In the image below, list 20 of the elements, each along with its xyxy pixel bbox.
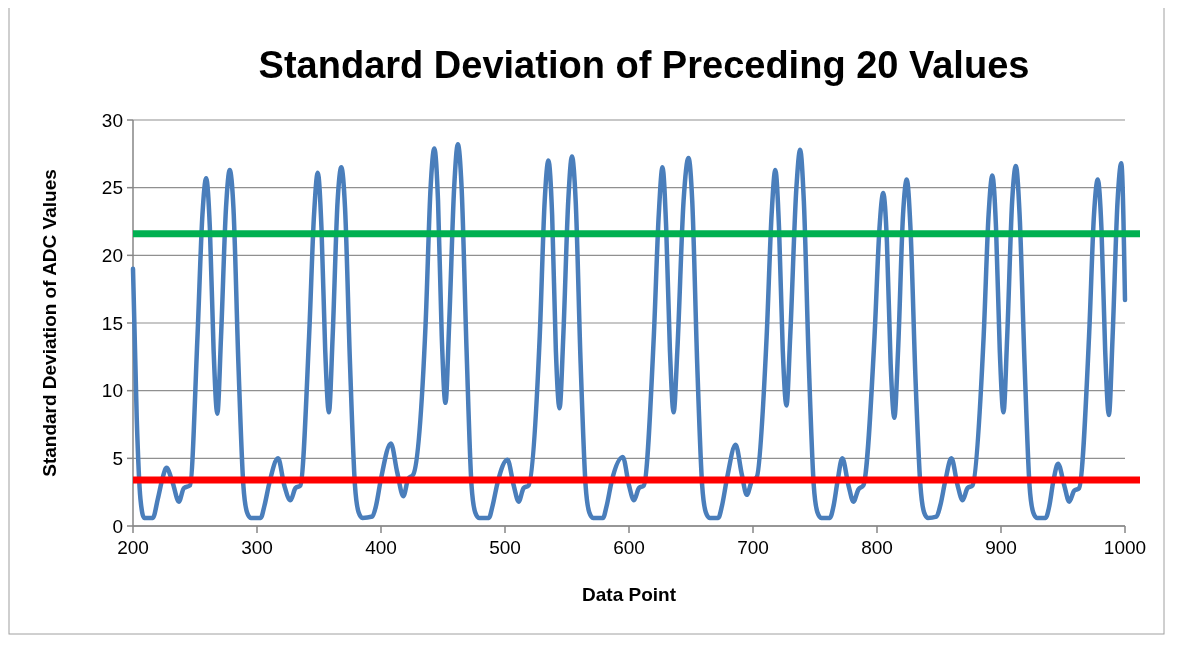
y-tick-label: 5 bbox=[112, 447, 123, 469]
x-tick-label: 1000 bbox=[1103, 537, 1147, 558]
x-tick-label: 500 bbox=[489, 537, 521, 558]
y-tick-label: 20 bbox=[101, 244, 123, 266]
x-tick-label: 200 bbox=[117, 537, 149, 558]
x-tick-label: 300 bbox=[241, 537, 273, 558]
x-tick-label: 900 bbox=[985, 537, 1017, 558]
chart-title: Standard Deviation of Preceding 20 Values bbox=[258, 44, 1030, 86]
x-tick-label: 700 bbox=[737, 537, 769, 558]
x-tick-label: 800 bbox=[861, 537, 893, 558]
y-tick-label: 15 bbox=[101, 312, 123, 334]
y-tick-label: 10 bbox=[101, 380, 123, 402]
y-tick-label: 0 bbox=[112, 515, 123, 537]
x-tick-label: 400 bbox=[365, 537, 397, 558]
line-series bbox=[130, 142, 1128, 521]
y-tick-label: 25 bbox=[101, 177, 123, 199]
y-tick-label: 30 bbox=[101, 109, 123, 131]
x-tick-label: 600 bbox=[613, 537, 645, 558]
y-axis-title: Standard Deviation of ADC Values bbox=[39, 169, 60, 477]
x-axis-title: Data Point bbox=[582, 584, 677, 605]
